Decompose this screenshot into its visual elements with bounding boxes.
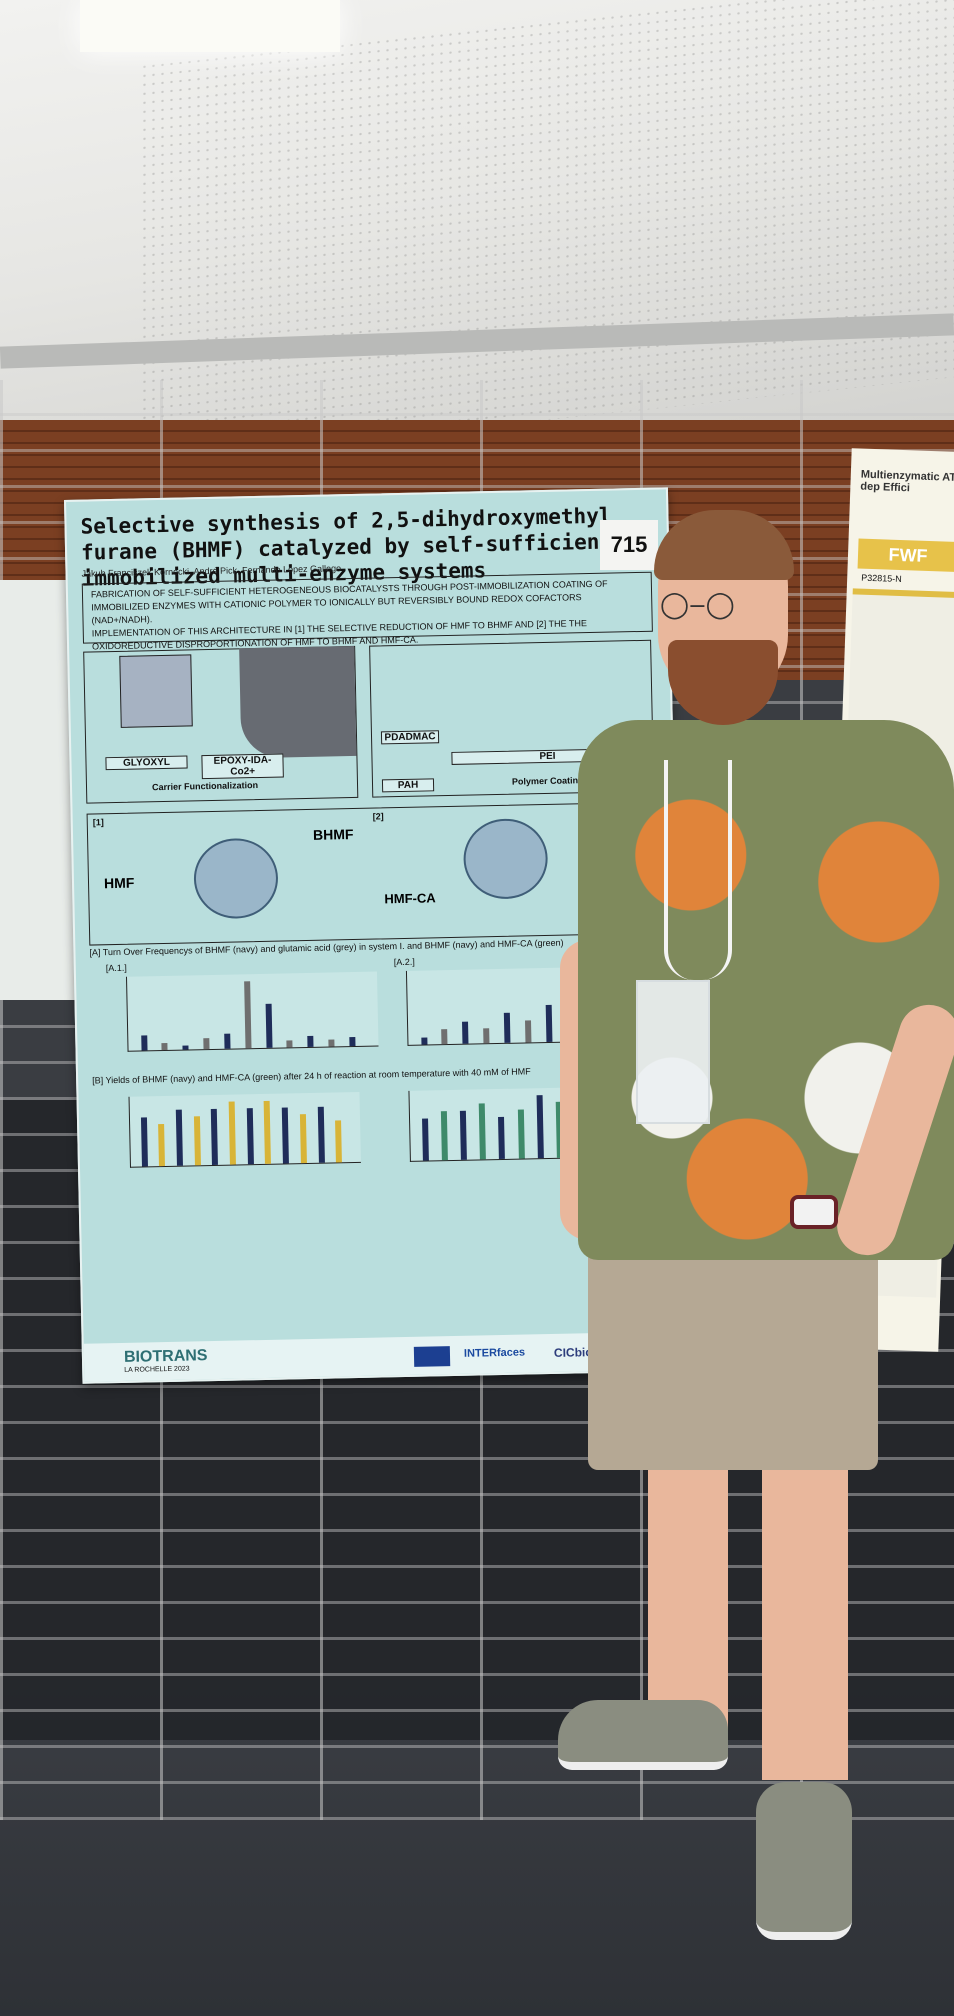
polymer-caption: Polymer Coating [511, 775, 584, 787]
chart-bar [524, 1020, 532, 1043]
chart-bar [335, 1120, 343, 1163]
chart-bar [498, 1116, 506, 1160]
right-poster-title: Multienzymatic ATP-dep Effici [860, 468, 954, 495]
chart-bar [317, 1106, 325, 1163]
chart-bar [246, 1108, 254, 1165]
epoxy-label: EPOXY-IDA-Co2+ [201, 753, 284, 780]
name-badge [636, 980, 710, 1124]
chart-bar [286, 1039, 293, 1048]
chart-bar [182, 1045, 189, 1050]
chart-bar [140, 1117, 148, 1167]
chart-bar [503, 1013, 511, 1043]
chart-a2-label: [A.2.] [393, 956, 415, 968]
biotrans-sub: LA ROCHELLE 2023 [124, 1365, 190, 1374]
chart-bar [281, 1107, 290, 1164]
chart-bar [421, 1118, 429, 1161]
hmf-label: HMF [103, 874, 135, 892]
eu-flag-icon [413, 1346, 451, 1367]
chart-bar [158, 1124, 166, 1167]
chart-bar [462, 1021, 469, 1044]
right-poster-code: P32815-N [861, 572, 902, 585]
chart-bar [140, 1035, 148, 1051]
chart-a1-label: [A.1.] [105, 962, 127, 974]
reaction-panel [86, 801, 660, 946]
chart-bar [228, 1101, 237, 1165]
hmfca-label: HMF-CA [384, 890, 436, 907]
chart-bar [420, 1037, 427, 1045]
biotrans-logo: BIOTRANS [123, 1347, 208, 1366]
chart-bar [224, 1033, 231, 1049]
pdadmac-label: PDADMAC [380, 730, 440, 745]
bhmf-label: BHMF [312, 826, 354, 843]
chart-bar [203, 1037, 210, 1050]
shorts [588, 1220, 878, 1470]
chart-bar [161, 1042, 168, 1051]
chart-bar [536, 1095, 544, 1159]
chart-bar [478, 1103, 487, 1160]
chart-bar [483, 1028, 490, 1044]
poster-bullets: Fabrication of self-sufficient heterogen… [81, 571, 653, 651]
beard [668, 640, 778, 725]
chart-bar [299, 1114, 307, 1164]
interfaces-logo: INTERfaces [463, 1346, 526, 1360]
chart-bar [440, 1111, 448, 1161]
carrier-surface [239, 645, 357, 759]
chart-bar [328, 1039, 335, 1047]
pah-label: PAH [381, 778, 435, 793]
system-1-label: [1] [92, 817, 104, 828]
glyoxyl-label: GLYOXYL [105, 755, 188, 771]
left-leg [648, 1460, 728, 1730]
chart-bar [441, 1029, 448, 1045]
chart-bar [265, 1003, 273, 1048]
wristwatch [790, 1195, 838, 1229]
chart-bar [264, 1100, 272, 1164]
left-shoe [558, 1700, 728, 1770]
right-shoe [756, 1782, 852, 1940]
chart-bar [349, 1037, 356, 1047]
lanyard [664, 760, 732, 980]
fwf-badge: FWF [857, 538, 954, 572]
chart-bar [517, 1109, 525, 1159]
chart-bar [175, 1109, 183, 1166]
chart-bar [307, 1035, 314, 1048]
chart-b1 [128, 1091, 361, 1168]
chart-bar [243, 981, 252, 1049]
chart-bar [193, 1116, 201, 1166]
carrier-micrograph [119, 654, 193, 728]
right-leg [762, 1460, 848, 1780]
ceiling-light [80, 0, 340, 52]
chart-a1 [125, 971, 379, 1052]
system-2-label: [2] [372, 811, 384, 822]
chart-bar [459, 1110, 467, 1160]
chart-bar [545, 1004, 552, 1043]
poster-number-tag: 715 [600, 520, 658, 570]
chart-bar [211, 1108, 219, 1166]
glasses-icon: ◯‒◯ [660, 590, 735, 620]
